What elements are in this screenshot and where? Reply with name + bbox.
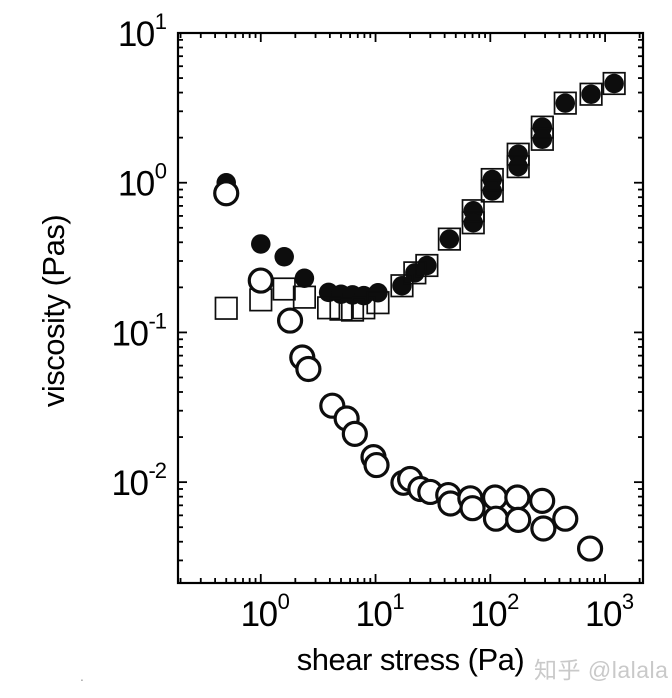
data-point-filled-circle	[439, 229, 460, 249]
y-tick-label: 100	[118, 159, 167, 204]
data-point-filled-circle	[581, 84, 601, 104]
data-point-open-square	[352, 296, 376, 320]
data-point-open-square	[403, 261, 427, 285]
open-circles	[213, 180, 604, 562]
data-point-open-circle	[459, 495, 486, 522]
data-point-open-circle	[295, 355, 322, 383]
data-point-open-circle	[505, 506, 532, 533]
data-point-open-circle	[504, 484, 531, 511]
data-point-open-square	[553, 91, 577, 115]
data-point-open-circle	[529, 487, 556, 514]
data-point-open-square	[461, 211, 485, 235]
data-point-open-square	[292, 285, 317, 309]
data-point-open-circle	[363, 451, 390, 479]
x-tick-label: 103	[585, 589, 634, 634]
data-point-filled-circle	[604, 73, 624, 94]
data-point-open-circle	[341, 420, 368, 448]
data-point-open-circle	[276, 307, 304, 334]
data-point-open-circle	[247, 267, 274, 294]
x-tick-label: 102	[470, 589, 519, 634]
data-point-open-square	[317, 296, 341, 320]
filled-circles	[216, 73, 624, 306]
data-point-open-square	[506, 155, 530, 179]
data-point-open-square	[415, 253, 439, 278]
data-point-open-square	[530, 115, 554, 139]
data-point-filled-circle	[417, 255, 437, 276]
data-point-open-square	[530, 127, 554, 151]
data-point-open-square	[366, 291, 390, 315]
data-point-open-circle	[552, 505, 579, 532]
data-point-open-circle	[576, 535, 604, 562]
data-point-open-square	[579, 82, 603, 106]
data-point-open-square	[480, 179, 504, 203]
x-tick-label: 101	[355, 589, 404, 634]
data-point-open-square	[506, 142, 530, 166]
x-axis-title: shear stress (Pa)	[296, 642, 525, 677]
y-tick-label: 10-1	[112, 308, 167, 353]
data-point-filled-circle	[532, 129, 553, 150]
y-tick-label: 101	[118, 9, 167, 54]
y-tick-label: 10-2	[112, 458, 167, 503]
y-axis-title: viscosity (Pas)	[36, 214, 71, 408]
x-tick-label: 100	[241, 589, 290, 634]
data-point-open-circle	[530, 515, 557, 542]
data-point-open-circle	[481, 484, 509, 511]
data-point-open-square	[272, 277, 296, 301]
data-point-filled-circle	[508, 156, 528, 177]
data-point-filled-circle	[463, 213, 483, 233]
plot-frame	[176, 31, 645, 585]
data-point-open-square	[437, 227, 461, 251]
data-point-filled-circle	[555, 93, 576, 113]
data-point-filled-circle	[294, 268, 315, 289]
data-point-open-circle	[213, 180, 240, 207]
scan-artifact-dot: .	[80, 668, 84, 684]
watermark: 知乎 @lalala	[534, 657, 669, 683]
data-point-open-square	[602, 71, 626, 96]
data-point-open-square	[390, 274, 414, 298]
data-point-open-square	[461, 199, 485, 223]
data-point-filled-circle	[274, 247, 294, 267]
open-squares	[214, 71, 626, 322]
data-point-open-circle	[482, 505, 510, 532]
data-point-open-square	[214, 296, 238, 320]
data-point-filled-circle	[392, 276, 412, 296]
data-point-filled-circle	[251, 234, 271, 254]
